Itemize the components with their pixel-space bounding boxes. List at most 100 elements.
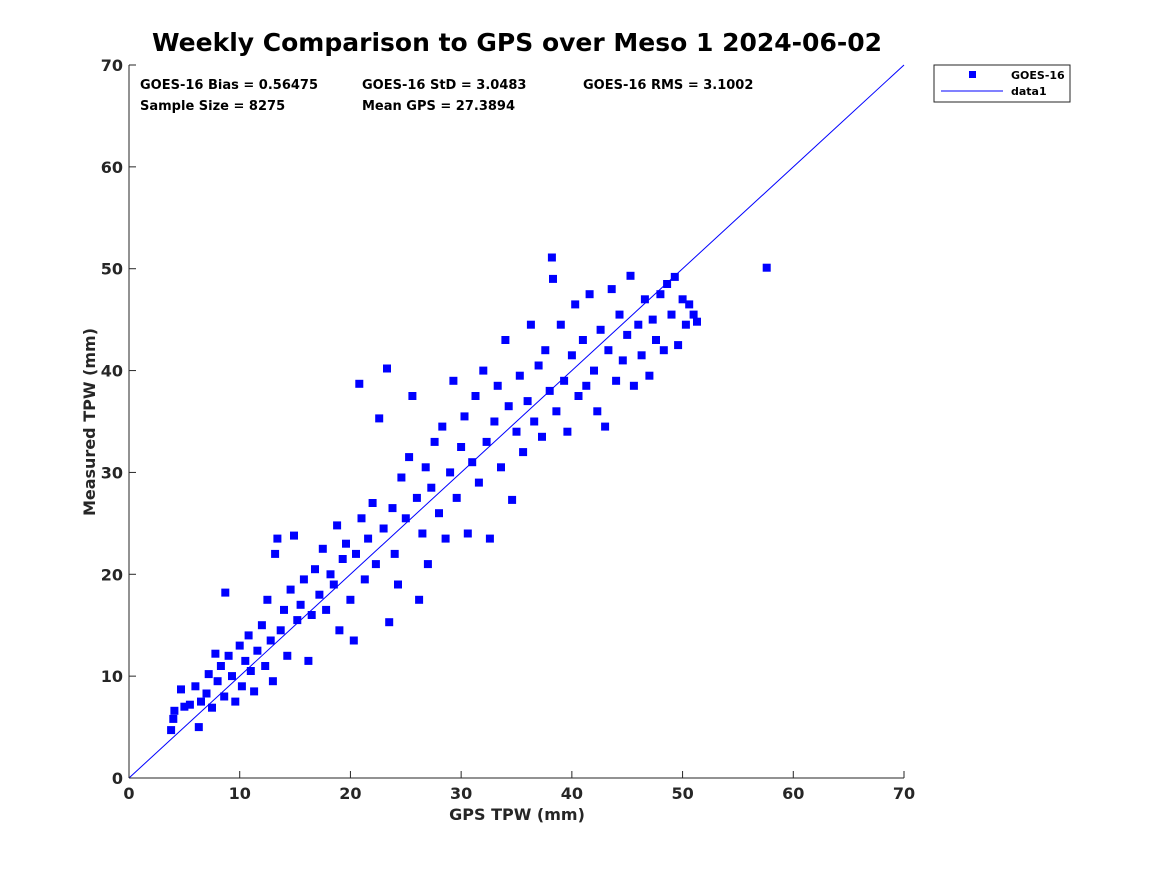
scatter-point bbox=[335, 626, 344, 635]
scatter-point bbox=[678, 295, 687, 304]
scatter-point bbox=[626, 271, 635, 280]
stat-rms: GOES-16 RMS = 3.1002 bbox=[583, 78, 753, 93]
scatter-point bbox=[485, 534, 494, 543]
scatter-point bbox=[349, 636, 358, 645]
scatter-point bbox=[497, 463, 505, 472]
scatter-point bbox=[504, 402, 513, 411]
legend-box bbox=[933, 64, 1071, 103]
scatter-point bbox=[457, 443, 466, 451]
scatter-point bbox=[612, 376, 621, 385]
scatter-point bbox=[311, 565, 319, 574]
scatter-point bbox=[191, 682, 200, 691]
scatter-point bbox=[283, 651, 292, 660]
scatter-point bbox=[329, 580, 338, 589]
scatter-point bbox=[652, 336, 660, 344]
x-axis-label: GPS TPW (mm) bbox=[449, 805, 585, 824]
scatter-point bbox=[549, 274, 557, 283]
scatter-point bbox=[526, 320, 535, 329]
scatter-point bbox=[322, 605, 331, 614]
scatter-point bbox=[224, 651, 233, 660]
scatter-point bbox=[385, 618, 394, 627]
scatter-point bbox=[318, 544, 327, 553]
scatter-point bbox=[441, 534, 450, 543]
legend-marker-goes16 bbox=[969, 71, 976, 78]
scatter-point bbox=[352, 549, 360, 558]
scatter-point bbox=[508, 495, 517, 504]
scatter-point bbox=[552, 407, 561, 416]
scatter-point bbox=[493, 381, 502, 390]
scatter-point bbox=[547, 253, 556, 262]
scatter-point bbox=[474, 478, 483, 487]
scatter-point bbox=[415, 595, 424, 604]
y-tick-label: 30 bbox=[101, 463, 123, 482]
scatter-point bbox=[241, 656, 250, 665]
scatter-point bbox=[674, 341, 683, 350]
scatter-point bbox=[401, 514, 410, 523]
scatter-point bbox=[383, 364, 391, 373]
scatter-point bbox=[280, 605, 288, 614]
scatter-point bbox=[560, 376, 569, 385]
scatter-point bbox=[571, 300, 580, 309]
scatter-point bbox=[375, 414, 384, 423]
scatter-point bbox=[167, 726, 176, 735]
scatter-point bbox=[593, 407, 602, 416]
scatter-point bbox=[296, 600, 305, 609]
scatter-point bbox=[211, 649, 220, 658]
scatter-point bbox=[388, 504, 397, 513]
scatter-point bbox=[418, 529, 427, 538]
y-tick-label: 10 bbox=[101, 667, 123, 686]
scatter-point bbox=[338, 555, 347, 563]
scatter-point bbox=[360, 575, 369, 584]
scatter-point bbox=[276, 626, 285, 635]
scatter-point bbox=[689, 310, 698, 319]
scatter-point bbox=[601, 422, 610, 431]
scatter-point bbox=[194, 723, 203, 732]
scatter-point bbox=[216, 662, 225, 670]
scatter-point bbox=[394, 580, 402, 589]
scatter-point bbox=[656, 290, 665, 299]
scatter-point bbox=[482, 437, 491, 446]
scatter-point bbox=[307, 611, 316, 619]
legend-label-data1: data1 bbox=[1011, 85, 1047, 98]
scatter-point bbox=[430, 437, 439, 446]
x-tick-label: 60 bbox=[782, 784, 804, 803]
scatter-point bbox=[634, 320, 643, 329]
scatter-point bbox=[463, 529, 472, 538]
scatter-point bbox=[423, 560, 432, 569]
scatter-point bbox=[479, 366, 488, 375]
scatter-point bbox=[607, 285, 616, 294]
data-marks bbox=[128, 64, 905, 779]
scatter-point bbox=[261, 662, 270, 670]
y-tick-label: 50 bbox=[101, 260, 123, 279]
y-tick-label: 70 bbox=[101, 56, 123, 75]
scatter-point bbox=[427, 483, 436, 492]
scatter-point bbox=[618, 356, 627, 365]
x-tick-label: 70 bbox=[893, 784, 915, 803]
scatter-point bbox=[235, 641, 244, 650]
scatter-point bbox=[490, 417, 499, 426]
scatter-point bbox=[273, 534, 282, 543]
scatter-point bbox=[659, 346, 668, 355]
x-tick-label: 30 bbox=[450, 784, 472, 803]
scatter-point bbox=[515, 371, 524, 380]
scatter-point bbox=[213, 677, 222, 686]
scatter-point bbox=[177, 685, 185, 694]
scatter-point bbox=[405, 453, 414, 462]
scatter-point bbox=[346, 595, 355, 604]
stat-mean-gps: Mean GPS = 27.3894 bbox=[362, 99, 515, 114]
scatter-point bbox=[357, 514, 366, 523]
scatter-point bbox=[246, 667, 255, 675]
scatter-point bbox=[648, 315, 657, 324]
scatter-point bbox=[582, 381, 591, 390]
x-tick-label: 0 bbox=[123, 784, 134, 803]
scatter-point bbox=[342, 539, 350, 548]
scatter-point bbox=[220, 692, 229, 701]
scatter-point bbox=[250, 687, 259, 696]
scatter-point bbox=[471, 392, 480, 400]
scatter-point bbox=[435, 509, 443, 518]
scatter-point bbox=[263, 595, 272, 604]
scatter-point bbox=[623, 330, 632, 339]
scatter-point bbox=[446, 468, 455, 477]
scatter-point bbox=[681, 320, 690, 329]
